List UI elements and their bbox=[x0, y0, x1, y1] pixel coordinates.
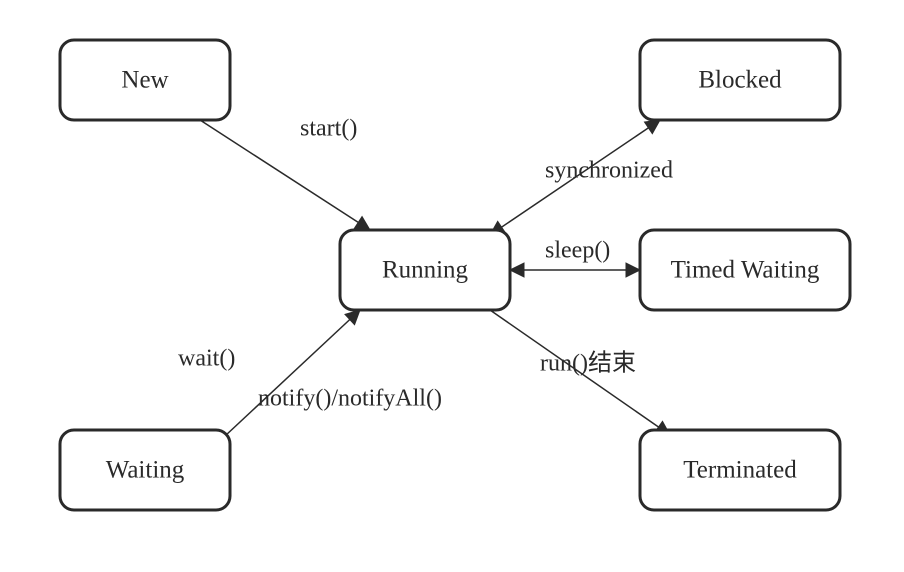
node-label-blocked: Blocked bbox=[698, 67, 782, 94]
node-new: New bbox=[60, 40, 230, 120]
edge-label-running-blocked-1: synchronized bbox=[545, 158, 673, 184]
node-blocked: Blocked bbox=[640, 40, 840, 120]
edge-label-running-waiting-3: wait() bbox=[178, 346, 235, 372]
edge-label-running-waiting-4: notify()/notifyAll() bbox=[258, 386, 442, 412]
edge-label-running-terminated-5: run()结束 bbox=[540, 350, 636, 377]
node-label-waiting: Waiting bbox=[106, 457, 185, 484]
edge-label-new-running-0: start() bbox=[300, 116, 357, 142]
edge-running-waiting bbox=[210, 310, 360, 450]
node-waiting: Waiting bbox=[60, 430, 230, 510]
node-timedwait: Timed Waiting bbox=[640, 230, 850, 310]
node-running: Running bbox=[340, 230, 510, 310]
edge-label-running-timedwait-2: sleep() bbox=[545, 238, 610, 264]
node-label-running: Running bbox=[382, 257, 469, 284]
node-label-timedwait: Timed Waiting bbox=[671, 257, 820, 284]
node-label-terminated: Terminated bbox=[683, 457, 797, 484]
node-label-new: New bbox=[121, 67, 168, 94]
node-terminated: Terminated bbox=[640, 430, 840, 510]
